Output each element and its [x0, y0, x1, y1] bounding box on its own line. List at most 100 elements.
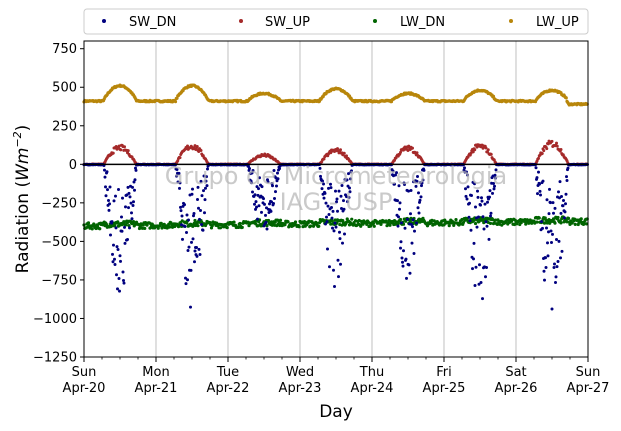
- sw-dn-point: [420, 184, 423, 188]
- sw-dn-point: [489, 211, 493, 215]
- sw-dn-point: [260, 210, 263, 214]
- lw-dn-point: [559, 221, 563, 225]
- lw-dn-point: [238, 221, 242, 226]
- sw-dn-point: [560, 195, 563, 199]
- sw-up-point: [537, 156, 540, 160]
- sw-dn-point: [253, 193, 257, 197]
- y-tick-label: −1000: [33, 312, 77, 327]
- sw-dn-point: [325, 220, 329, 224]
- sw-dn-point: [187, 245, 191, 249]
- sw-up-point: [473, 148, 477, 152]
- sw-dn-point: [541, 226, 544, 230]
- sw-dn-point: [410, 241, 414, 245]
- sw-up-point: [540, 151, 544, 155]
- sw-dn-point: [122, 279, 125, 283]
- lw-dn-point: [556, 215, 560, 220]
- lw-dn-point: [127, 224, 131, 228]
- sw-up-point: [484, 146, 488, 150]
- sw-dn-point: [475, 225, 479, 229]
- sw-dn-point: [179, 209, 183, 213]
- sw-dn-point: [480, 199, 484, 203]
- sw-up-point: [123, 145, 126, 149]
- sw-dn-point: [565, 175, 568, 179]
- sw-dn-point: [393, 182, 396, 186]
- sw-dn-point: [109, 233, 112, 237]
- sw-dn-point: [470, 193, 473, 197]
- sw-up-point: [469, 151, 473, 155]
- sw-dn-point: [558, 180, 562, 184]
- sw-dn-point: [491, 191, 494, 195]
- sw-dn-point: [247, 164, 250, 168]
- sw-dn-point: [320, 187, 324, 191]
- sw-dn-point: [488, 195, 491, 199]
- sw-dn-point: [185, 213, 189, 217]
- sw-dn-point: [338, 230, 341, 234]
- legend-marker-lw-dn: [373, 19, 377, 23]
- sw-dn-point: [482, 227, 486, 231]
- sw-dn-point: [463, 166, 466, 170]
- sw-dn-point: [550, 241, 553, 245]
- x-tick-label-weekday: Mon: [142, 365, 169, 380]
- sw-dn-point: [487, 237, 491, 241]
- sw-dn-point: [557, 190, 560, 194]
- lw-dn-point: [240, 225, 244, 229]
- sw-dn-point: [545, 198, 549, 202]
- sw-dn-point: [324, 201, 328, 205]
- sw-dn-point: [397, 184, 401, 188]
- sw-dn-point: [203, 198, 207, 202]
- sw-dn-point: [179, 205, 182, 209]
- lw-dn-point: [472, 218, 476, 223]
- sw-dn-point: [544, 265, 548, 269]
- sw-dn-point: [123, 241, 127, 245]
- sw-dn-point: [127, 191, 131, 195]
- sw-dn-point: [339, 262, 342, 266]
- x-tick-label-weekday: Thu: [359, 365, 384, 380]
- sw-up-point: [471, 150, 475, 154]
- sw-up-point: [322, 157, 326, 161]
- sw-dn-point: [394, 173, 397, 177]
- lw-dn-point: [372, 224, 376, 228]
- lw-dn-point: [232, 220, 236, 224]
- sw-dn-point: [554, 275, 558, 279]
- sw-dn-point: [112, 199, 116, 203]
- sw-dn-point: [262, 197, 265, 201]
- lw-dn-point: [143, 226, 147, 231]
- sw-dn-point: [118, 254, 122, 258]
- sw-up-point: [550, 139, 554, 143]
- lw-dn-point: [359, 224, 363, 228]
- x-tick-label-date: Apr-24: [351, 381, 394, 396]
- x-tick-label-date: Apr-21: [135, 381, 178, 396]
- sw-dn-point: [340, 206, 343, 210]
- x-tick-label-weekday: Fri: [436, 365, 452, 380]
- sw-dn-point: [345, 195, 348, 199]
- sw-dn-point: [199, 208, 202, 212]
- lw-dn-point: [573, 222, 577, 226]
- lw-dn-point: [265, 224, 269, 228]
- sw-up-point: [119, 148, 123, 152]
- sw-up-point: [111, 151, 115, 155]
- sw-dn-point: [414, 184, 418, 188]
- sw-dn-point: [399, 240, 403, 244]
- sw-dn-point: [184, 282, 188, 286]
- sw-dn-point: [417, 211, 421, 215]
- sw-dn-point: [116, 287, 119, 291]
- sw-dn-point: [199, 179, 203, 183]
- sw-dn-point: [324, 222, 327, 226]
- sw-up-point: [415, 151, 419, 155]
- sw-dn-point: [180, 223, 183, 227]
- sw-dn-point: [397, 215, 400, 219]
- sw-dn-point: [538, 182, 541, 186]
- x-tick-label-date: Apr-27: [567, 381, 610, 396]
- sw-dn-point: [190, 192, 194, 196]
- sw-dn-point: [395, 171, 398, 175]
- lw-dn-point: [535, 220, 539, 224]
- lw-dn-point: [167, 225, 172, 229]
- sw-up-point: [411, 146, 414, 150]
- sw-dn-point: [400, 221, 403, 225]
- sw-dn-point: [256, 217, 259, 221]
- sw-dn-point: [472, 257, 475, 261]
- watermark-line-2: IAG - USP: [280, 188, 393, 216]
- y-tick-label: 750: [52, 42, 77, 57]
- sw-dn-point: [555, 237, 558, 241]
- sw-dn-point: [420, 181, 424, 185]
